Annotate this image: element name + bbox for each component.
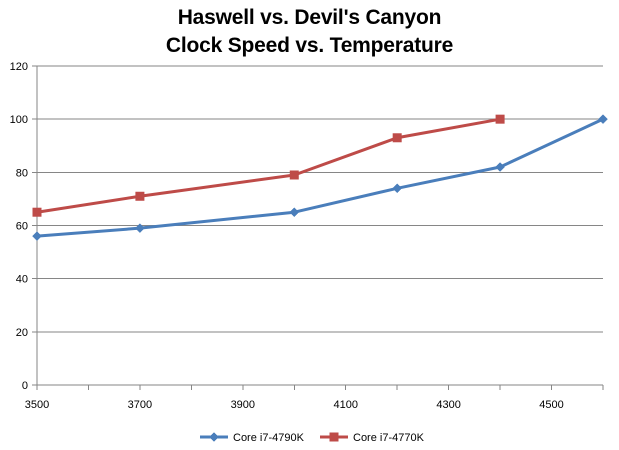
series-1-point-5: [495, 162, 505, 172]
series-1-point-6: [598, 114, 608, 125]
series-line-2: [35, 117, 502, 214]
legend-swatch-marker-1: [209, 432, 219, 442]
legend-label-2: Core i7-4770K: [353, 432, 425, 444]
y-tick-label-20: 20: [16, 327, 28, 339]
series-2-point-5: [495, 114, 505, 124]
series-2-point-3: [289, 170, 299, 180]
series-line-1: [35, 117, 605, 238]
y-tick-label-80: 80: [16, 167, 28, 179]
series-1-point-4: [392, 183, 403, 194]
x-tick-label-4300: 4300: [436, 399, 460, 411]
x-tick-label-4100: 4100: [333, 399, 357, 411]
y-tick-label-0: 0: [22, 380, 28, 392]
chart-title-line-2: Clock Speed vs. Temperature: [165, 34, 454, 57]
x-tick-label-3900: 3900: [231, 399, 255, 411]
series-1-point-1: [32, 231, 42, 241]
x-tick-label-3700: 3700: [128, 399, 152, 411]
y-tick-label-120: 120: [10, 61, 28, 73]
series-2-point-1: [32, 207, 42, 217]
legend-swatch-marker-2: [329, 432, 339, 442]
chart-title-line-1: Haswell vs. Devil's Canyon: [177, 6, 442, 29]
x-tick-label-4500: 4500: [539, 399, 563, 411]
legend-label-1: Core i7-4790K: [233, 432, 305, 444]
y-tick-label-40: 40: [16, 274, 28, 286]
x-tick-label-3500: 3500: [25, 399, 49, 411]
series-2-point-4: [392, 133, 402, 143]
series-2-point-2: [135, 191, 145, 201]
series-1-point-3: [289, 207, 300, 218]
y-tick-label-60: 60: [16, 221, 28, 233]
series-1-point-2: [135, 223, 145, 234]
y-tick-label-100: 100: [10, 114, 28, 126]
